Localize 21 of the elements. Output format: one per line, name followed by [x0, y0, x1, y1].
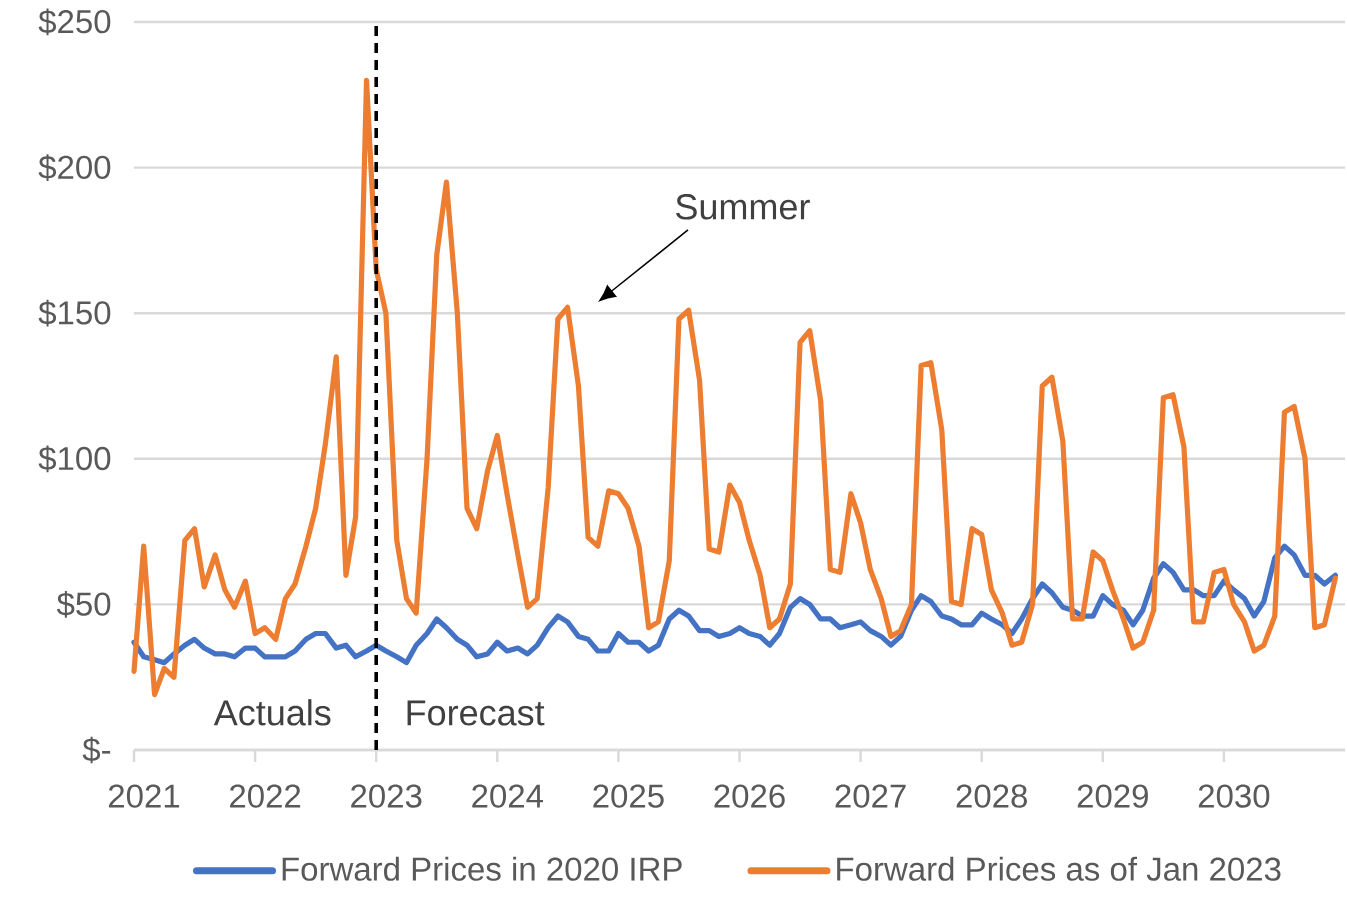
x-tick-label: 2030: [1198, 784, 1270, 808]
y-tick-label: $200: [38, 154, 111, 181]
x-tick-label: 2022: [230, 784, 301, 808]
x-tick-label: 2021: [108, 784, 180, 808]
legend-label: Forward Prices as of Jan 2023: [837, 856, 1281, 881]
y-tick-label: $100: [38, 445, 111, 473]
y-tick-label: $250: [38, 8, 111, 36]
x-tick-label: 2027: [835, 784, 906, 808]
annotation: Forecast: [407, 700, 545, 726]
y-tick-label: $150: [38, 299, 111, 327]
x-tick-label: 2025: [593, 784, 664, 808]
x-tick-label: 2023: [351, 784, 422, 808]
x-tick-label: 2026: [714, 784, 785, 808]
annotation: Summer: [676, 194, 810, 220]
x-tick-label: 2029: [1077, 784, 1148, 808]
x-tick-label: 2024: [472, 784, 544, 808]
annotation: Actuals: [213, 699, 331, 726]
y-tick-label: $-: [82, 736, 111, 764]
legend-label: Forward Prices in 2020 IRP: [282, 856, 682, 881]
y-tick-label: $50: [56, 591, 111, 618]
x-tick-label: 2028: [956, 784, 1027, 808]
